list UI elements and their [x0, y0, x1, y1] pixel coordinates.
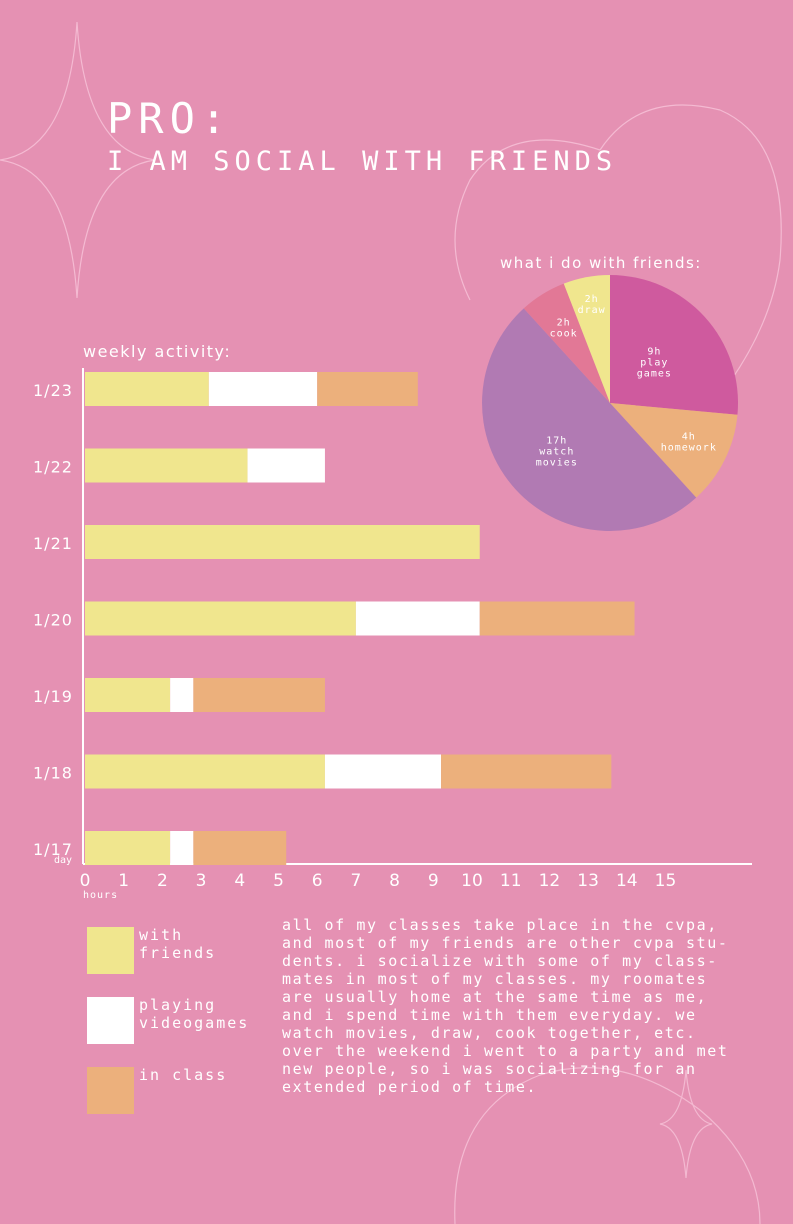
bar-segment — [170, 678, 194, 712]
legend-label-playing-videogames: playing videogames — [139, 996, 250, 1032]
bar-segment — [441, 754, 612, 789]
x-tick-label: 1 — [118, 871, 129, 891]
pie-slice-label-line: watch — [539, 447, 574, 458]
bar-segment — [479, 601, 635, 636]
y-tick-label: 1/20 — [33, 611, 73, 630]
description-line: dents. i socialize with some of my class… — [282, 952, 718, 970]
bar-segment — [85, 525, 480, 559]
pie-slice-label: 2h cook — [550, 318, 578, 340]
y-tick-label: 1/23 — [33, 381, 73, 400]
legend-swatch-playing-videogames — [87, 997, 134, 1044]
pie-slice-label-line: games — [637, 369, 672, 380]
bar-segment — [85, 448, 248, 483]
pie-slice-label-line: 2h — [557, 318, 571, 329]
x-tick-label: 3 — [196, 871, 207, 891]
pie-chart-title: what i do with friends: — [500, 254, 702, 272]
description-line: mates in most of my classes. my roomates — [282, 970, 708, 988]
pie-slice-label-line: draw — [578, 305, 606, 316]
page-subtitle: I AM SOCIAL WITH FRIENDS — [107, 146, 618, 177]
pie-slice-label-line: 2h — [585, 294, 599, 305]
x-tick-label: 4 — [234, 871, 245, 891]
pie-slice-label-line: 9h — [647, 347, 661, 358]
pie-slice — [563, 275, 610, 403]
pie-slice — [610, 275, 738, 415]
bar-segment — [85, 601, 356, 636]
bar-segment — [170, 831, 194, 865]
y-tick-label: 1/19 — [33, 687, 73, 706]
legend-label-with-friends: with friends — [139, 926, 217, 962]
x-axis-label: hours — [83, 890, 118, 901]
bar-segment — [85, 372, 209, 406]
description-line: and most of my friends are other cvpa st… — [282, 934, 729, 952]
bar-segment — [247, 448, 325, 483]
pie-slice-label-line: homework — [661, 443, 717, 454]
pie-slice — [482, 308, 697, 531]
legend-swatch-with-friends — [87, 927, 134, 974]
description-line: and i spend time with them everyday. we — [282, 1006, 697, 1024]
pie-slice-label-line: 4h — [682, 432, 696, 443]
bar-segment — [85, 678, 171, 712]
legend-swatch-in-class — [87, 1067, 134, 1114]
page-title: PRO: — [107, 94, 233, 143]
pie-slice-label-line: play — [640, 358, 668, 369]
bar-segment — [85, 754, 325, 789]
bar-chart-title: weekly activity: — [83, 342, 232, 361]
x-tick-label: 15 — [655, 871, 677, 891]
x-tick-label: 7 — [350, 871, 361, 891]
description-line: all of my classes take place in the cvpa… — [282, 916, 718, 934]
description-line: extended period of time. — [282, 1078, 538, 1096]
pie-slice-label: 17h watch movies — [536, 436, 578, 469]
legend-label-in-class: in class — [139, 1066, 228, 1084]
x-tick-label: 2 — [157, 871, 168, 891]
pie-slice — [523, 283, 610, 403]
pie-slice-label-line: movies — [536, 458, 578, 469]
pie-slice — [610, 403, 738, 498]
pie-slice-label: 2h draw — [578, 294, 606, 316]
bar-segment — [355, 601, 480, 636]
x-tick-label: 13 — [577, 871, 599, 891]
x-tick-label: 14 — [616, 871, 638, 891]
bar-segment — [324, 754, 442, 789]
bar-segment — [193, 678, 325, 712]
bar-segment — [85, 831, 171, 865]
pie-slice-label: 9h play games — [637, 347, 672, 380]
description-line: are usually home at the same time as me, — [282, 988, 708, 1006]
y-axis-label: day — [54, 855, 72, 866]
bar-segment — [317, 372, 418, 406]
bar-segment — [193, 831, 287, 865]
x-tick-label: 5 — [273, 871, 284, 891]
y-tick-label: 1/17 — [33, 840, 73, 859]
pie-slice-label-line: cook — [550, 329, 578, 340]
description-line: new people, so i was socializing for an — [282, 1060, 697, 1078]
x-tick-label: 12 — [539, 871, 561, 891]
y-tick-label: 1/22 — [33, 458, 73, 477]
description-line: watch movies, draw, cook together, etc. — [282, 1024, 697, 1042]
x-tick-label: 0 — [80, 871, 91, 891]
description-paragraph: all of my classes take place in the cvpa… — [282, 916, 762, 1096]
x-tick-label: 10 — [461, 871, 483, 891]
x-tick-label: 6 — [312, 871, 323, 891]
x-tick-label: 8 — [389, 871, 400, 891]
y-tick-label: 1/18 — [33, 764, 73, 783]
pie-slice-label-line: 17h — [546, 436, 567, 447]
y-tick-label: 1/21 — [33, 534, 73, 553]
x-tick-label: 11 — [500, 871, 522, 891]
x-tick-label: 9 — [428, 871, 439, 891]
bar-segment — [208, 372, 318, 406]
pie-slice-label: 4h homework — [661, 432, 717, 454]
description-line: over the weekend i went to a party and m… — [282, 1042, 729, 1060]
